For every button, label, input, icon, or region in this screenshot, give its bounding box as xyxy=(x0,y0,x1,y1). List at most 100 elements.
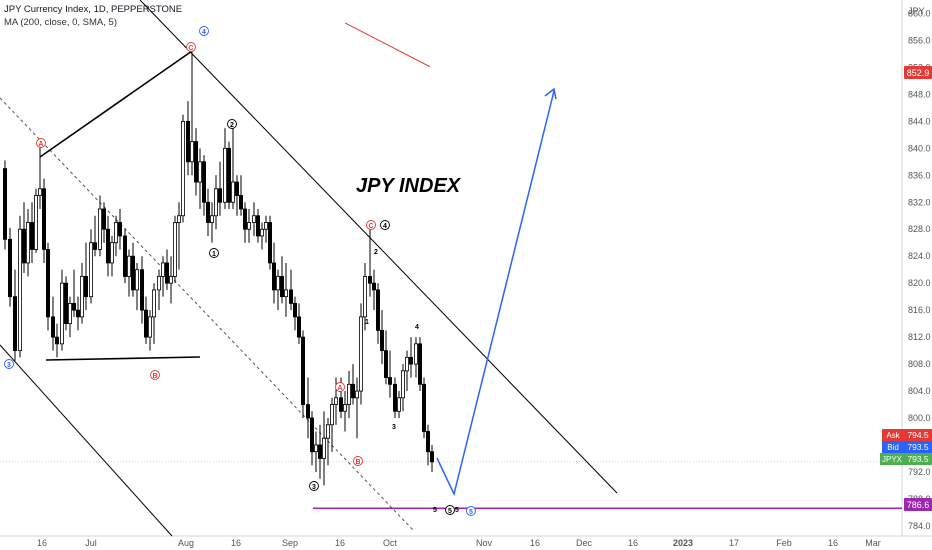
forecast-polyline xyxy=(436,90,555,497)
wave-label[interactable]: C xyxy=(366,220,376,230)
chart-header-indicator[interactable]: MA (200, close, 0, SMA, 5) xyxy=(4,17,117,28)
wave-label[interactable]: B xyxy=(353,456,363,466)
wave-label[interactable]: A xyxy=(335,382,345,392)
candle-body-up xyxy=(114,222,119,244)
candle xyxy=(329,397,334,452)
candle xyxy=(201,155,206,216)
time-tick-label: Feb xyxy=(776,538,792,548)
candle xyxy=(226,141,231,210)
candle-body-down xyxy=(267,222,272,264)
candle xyxy=(139,256,144,324)
candle xyxy=(234,175,239,216)
wave-label-circle xyxy=(366,220,376,230)
wave-label[interactable]: B xyxy=(150,370,160,380)
candle xyxy=(151,283,156,344)
candle-body-down xyxy=(255,215,260,237)
candle xyxy=(64,276,69,331)
candle-body-up xyxy=(134,269,139,291)
candle-body-up xyxy=(176,215,181,223)
candle xyxy=(46,242,51,331)
time-tick-label: 16 xyxy=(231,538,241,548)
candle xyxy=(358,303,363,405)
candle-body-up xyxy=(321,437,326,459)
candle-body-down xyxy=(76,309,81,318)
wave-label[interactable]: A xyxy=(36,138,46,148)
candle xyxy=(42,178,47,263)
candle-body-down xyxy=(93,242,98,250)
currency-label: JPY xyxy=(908,6,925,16)
price-tick-label: 784.0 xyxy=(908,521,931,531)
wave-label[interactable]: 1 xyxy=(209,248,219,258)
price-tick-label: 804.0 xyxy=(908,386,931,396)
candle xyxy=(80,262,85,324)
time-tick-label: Aug xyxy=(178,538,194,548)
descending-channel-lower xyxy=(0,344,173,537)
minor-wave-label: 3 xyxy=(392,424,396,431)
top-price-badge: 852.9 xyxy=(904,66,932,79)
forecast-path xyxy=(436,87,557,497)
wave-label[interactable]: 4 xyxy=(199,26,209,36)
candle-body-down xyxy=(309,417,314,453)
wave-label-text: 4 xyxy=(202,29,206,36)
candle xyxy=(396,391,401,419)
candle-body-down xyxy=(408,356,413,365)
candle-body-down xyxy=(72,302,77,311)
candle-body-down xyxy=(130,255,135,291)
candle-body-up xyxy=(358,316,363,392)
candle xyxy=(134,262,139,311)
candle-body-down xyxy=(300,336,305,405)
candle xyxy=(7,227,12,307)
minor-wave-label: 1 xyxy=(365,319,369,326)
candle-body-up xyxy=(110,242,115,264)
time-tick-label: 16 xyxy=(628,538,638,548)
candle xyxy=(296,303,301,344)
candle xyxy=(172,215,177,284)
candle xyxy=(283,262,288,317)
candle-body-down xyxy=(288,289,293,304)
candle-body-down xyxy=(271,262,276,291)
support-price-badge: 786.6 xyxy=(904,498,932,511)
candle-body-down xyxy=(51,316,56,338)
candle-body-down xyxy=(242,208,247,230)
candle-body-down xyxy=(3,168,8,240)
candle xyxy=(68,296,73,338)
candle-body-up xyxy=(68,302,73,325)
wave-label[interactable]: 2 xyxy=(227,119,237,129)
wave-label-circle xyxy=(466,506,476,516)
wave-label[interactable]: 3 xyxy=(309,481,319,491)
candle xyxy=(34,188,39,253)
candle xyxy=(246,209,251,243)
candle xyxy=(60,269,65,351)
candle xyxy=(156,269,161,311)
wave-label-text: B xyxy=(152,373,157,380)
wave-label[interactable]: 3 xyxy=(4,359,14,369)
candle-body-up xyxy=(333,397,338,405)
bid-badge: Bid 793.5 xyxy=(882,441,932,453)
candle-body-down xyxy=(185,120,190,163)
candle xyxy=(354,377,359,439)
candle xyxy=(51,296,56,351)
candle-body-up xyxy=(80,276,85,318)
candle-body-down xyxy=(7,238,12,298)
candle-body-up xyxy=(213,188,218,217)
candle-body-up xyxy=(230,181,235,203)
candle-body-up xyxy=(189,141,194,163)
candle-body-down xyxy=(46,249,51,318)
wave-label[interactable]: 5 xyxy=(445,505,455,515)
candle xyxy=(242,202,247,243)
candle-body-down xyxy=(429,451,434,463)
time-tick-label: Oct xyxy=(383,538,398,548)
time-tick-label: Jul xyxy=(85,538,97,548)
wave-label[interactable]: 4 xyxy=(380,220,390,230)
candle-body-down xyxy=(238,195,243,210)
candle-body-down xyxy=(29,222,34,250)
wave-label[interactable]: 5 xyxy=(466,506,476,516)
time-tick-label: 17 xyxy=(729,538,739,548)
wave-label[interactable]: C xyxy=(186,42,196,52)
candle-body-down xyxy=(226,147,231,203)
candle-body-up xyxy=(354,390,359,399)
candle xyxy=(375,283,380,344)
time-tick-label: 16 xyxy=(530,538,540,548)
candle xyxy=(3,160,8,250)
